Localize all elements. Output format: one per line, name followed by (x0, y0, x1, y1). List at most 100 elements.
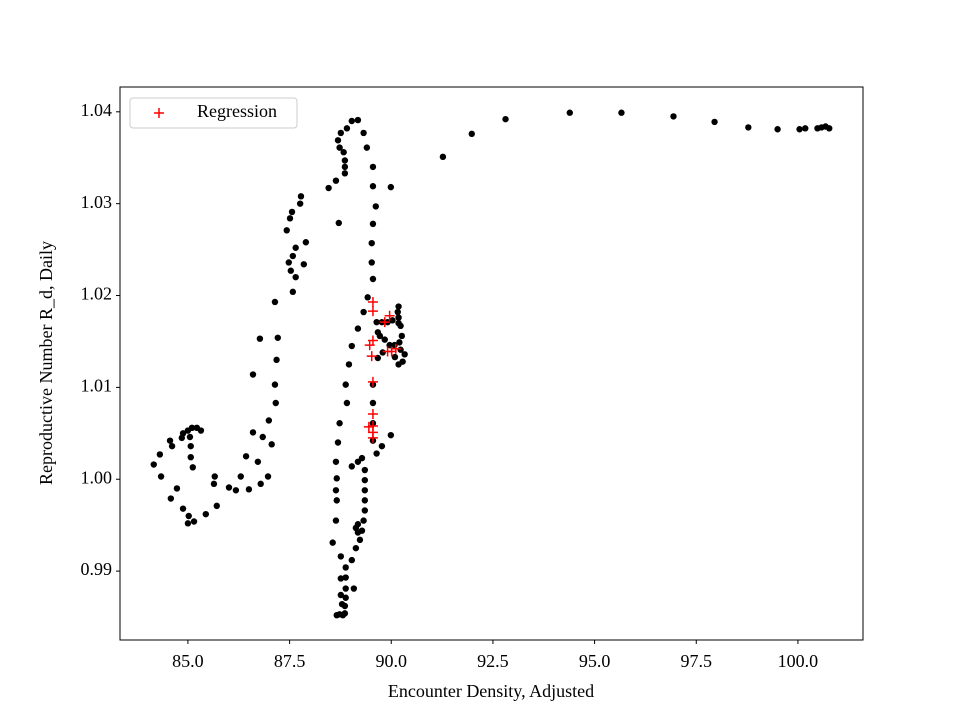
point (189, 464, 196, 471)
point (361, 497, 369, 504)
point (368, 259, 375, 266)
point (271, 381, 279, 388)
point (341, 170, 349, 177)
point (302, 239, 310, 246)
point (187, 453, 194, 461)
point (348, 556, 356, 564)
point (178, 434, 186, 442)
point (373, 450, 380, 457)
point (337, 553, 345, 560)
point (395, 361, 402, 368)
y-tick-label: 1.01 (81, 376, 113, 396)
point (186, 433, 194, 441)
point (369, 183, 377, 190)
point (361, 476, 369, 484)
point (369, 275, 377, 283)
point (341, 157, 349, 164)
point (340, 149, 347, 156)
point (342, 594, 349, 601)
point (397, 322, 404, 330)
point (184, 520, 192, 527)
point (264, 473, 272, 480)
x-tick-label: 92.5 (477, 651, 509, 671)
point (342, 564, 349, 571)
point (337, 591, 345, 599)
point (225, 484, 233, 491)
point (352, 544, 360, 552)
legend-label: Regression (197, 101, 277, 121)
point (343, 125, 351, 132)
point (245, 486, 253, 493)
plus-marker (379, 317, 390, 328)
plus-marker (390, 343, 401, 354)
point (167, 495, 175, 502)
x-tick-label: 95.0 (579, 651, 611, 671)
point (343, 399, 351, 407)
point (774, 126, 781, 133)
point (289, 288, 297, 296)
legend-box (129, 97, 298, 129)
point (796, 126, 803, 133)
point (342, 574, 349, 581)
point (618, 109, 625, 116)
legend-marker (154, 108, 164, 118)
point (335, 219, 342, 227)
point (184, 427, 192, 434)
point (394, 308, 401, 316)
point (368, 239, 375, 247)
point (257, 480, 264, 488)
point (336, 420, 343, 427)
point (814, 125, 821, 132)
point (364, 294, 371, 301)
point (289, 252, 297, 260)
y-axis-label: Reproductive Number R_d, Daily (36, 241, 56, 485)
point (334, 137, 342, 144)
y-tick-label: 0.99 (81, 559, 113, 579)
point (342, 381, 349, 388)
point (711, 118, 718, 126)
point (297, 193, 305, 200)
point (341, 163, 349, 171)
point (395, 314, 402, 321)
y-tick-label: 1.04 (81, 100, 113, 120)
point (337, 575, 345, 582)
point (274, 334, 281, 341)
x-tick-label: 87.5 (274, 651, 306, 671)
point (333, 497, 340, 504)
plus-marker (367, 409, 378, 420)
point (348, 342, 356, 350)
point (292, 244, 299, 251)
point (211, 473, 218, 480)
point (213, 502, 220, 510)
point (381, 336, 388, 343)
plus-marker (367, 296, 378, 307)
point (333, 475, 340, 482)
plus-marker (366, 351, 377, 362)
point (296, 200, 304, 207)
point (300, 261, 308, 268)
point (354, 325, 362, 332)
point (391, 353, 399, 361)
point (237, 473, 244, 480)
point (369, 220, 377, 228)
point (285, 259, 292, 266)
point (745, 124, 752, 131)
point (283, 227, 290, 234)
point (336, 144, 343, 151)
point (259, 433, 266, 441)
point (332, 177, 340, 184)
point (202, 510, 210, 518)
point (379, 349, 386, 356)
point (272, 399, 279, 407)
point (334, 439, 342, 446)
point (156, 451, 164, 458)
point (398, 332, 406, 340)
point (187, 442, 194, 450)
x-tick-label: 100.0 (778, 651, 819, 671)
point (502, 115, 509, 123)
point (254, 458, 262, 465)
point (332, 487, 340, 494)
y-tick-label: 1.03 (81, 192, 113, 212)
point (232, 487, 240, 494)
